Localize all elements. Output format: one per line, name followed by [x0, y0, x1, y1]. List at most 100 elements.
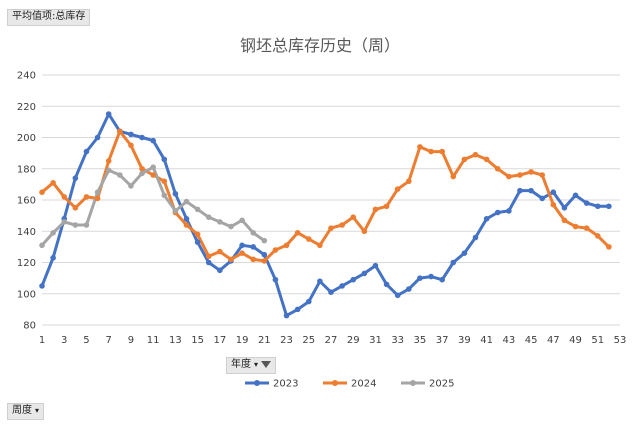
data-point-2024	[572, 223, 579, 230]
x-tick-label: 47	[547, 335, 560, 346]
data-point-2025	[217, 219, 223, 225]
data-point-2024	[39, 189, 45, 195]
data-point-2023	[550, 189, 557, 195]
data-point-2023	[139, 134, 145, 141]
y-tick-label: 100	[17, 289, 36, 300]
x-tick-label: 43	[502, 335, 515, 346]
x-tick-label: 21	[258, 335, 271, 346]
data-point-2023	[317, 278, 323, 285]
x-tick-label: 41	[480, 335, 493, 346]
data-point-2024	[261, 258, 268, 264]
data-point-2024	[250, 256, 256, 263]
data-point-2023	[150, 137, 156, 144]
data-point-2024	[417, 144, 423, 150]
data-point-2024	[105, 158, 112, 164]
data-point-2025	[261, 237, 268, 244]
y-tick-label: 180	[17, 164, 36, 175]
data-point-2024	[606, 244, 612, 250]
data-point-2024	[361, 228, 368, 235]
gridlines	[42, 74, 620, 326]
data-point-2024	[506, 173, 512, 180]
data-point-2023	[461, 250, 468, 256]
series-line-2024	[40, 129, 611, 263]
data-point-2023	[428, 273, 434, 280]
data-point-2025	[105, 167, 112, 174]
data-point-2024	[328, 225, 334, 231]
data-point-2024	[317, 242, 323, 249]
series-line-2023	[40, 112, 611, 318]
data-point-2023	[594, 203, 601, 210]
data-point-2024	[517, 172, 523, 178]
data-point-2025	[183, 198, 190, 205]
year-field-button[interactable]: 年度 ▾	[226, 357, 277, 374]
y-axis-ticks: 80 100 120 140 160 180 200 220 240	[17, 71, 36, 332]
data-point-2024	[305, 236, 312, 242]
data-point-2024	[383, 203, 390, 210]
data-point-2023	[606, 203, 612, 210]
data-point-2024	[194, 231, 201, 238]
week-field-button[interactable]: 周度 ▾	[7, 403, 45, 420]
data-point-2023	[383, 281, 390, 288]
week-field-label: 周度	[12, 405, 32, 416]
data-point-2023	[105, 111, 112, 117]
data-point-2024	[283, 242, 290, 249]
x-tick-label: 17	[213, 335, 226, 346]
data-point-2025	[250, 230, 256, 236]
data-point-2023	[506, 208, 512, 214]
data-point-2024	[217, 248, 223, 255]
x-tick-label: 5	[83, 335, 89, 346]
data-point-2023	[483, 215, 490, 222]
y-tick-label: 80	[23, 321, 36, 332]
x-tick-label: 9	[128, 335, 134, 346]
data-point-2023	[339, 283, 345, 289]
data-point-2023	[328, 289, 334, 295]
data-point-2024	[428, 148, 434, 155]
data-point-2025	[117, 172, 123, 178]
x-tick-label: 1	[39, 335, 45, 346]
x-tick-label: 35	[414, 335, 427, 346]
data-point-2023	[250, 244, 256, 250]
y-tick-label: 160	[17, 196, 36, 207]
dropdown-arrow-icon[interactable]: ▾	[254, 360, 259, 369]
dropdown-arrow-icon[interactable]: ▾	[35, 406, 40, 415]
data-point-2025	[50, 230, 56, 236]
x-tick-label: 37	[436, 335, 449, 346]
y-tick-label: 140	[17, 227, 36, 238]
data-point-2025	[194, 206, 201, 213]
x-tick-label: 15	[191, 335, 204, 346]
data-point-2023	[406, 286, 412, 292]
data-point-2023	[561, 205, 568, 211]
x-tick-label: 51	[591, 335, 604, 346]
data-point-2024	[117, 128, 123, 135]
data-point-2023	[261, 251, 268, 258]
data-point-2023	[572, 192, 579, 199]
data-point-2024	[528, 169, 534, 175]
value-field-button[interactable]: 平均值项:总库存	[7, 9, 91, 26]
legend: 2023 2024 2025	[245, 379, 454, 390]
data-point-2023	[472, 234, 479, 241]
y-tick-label: 200	[17, 133, 36, 144]
data-point-2025	[83, 222, 90, 228]
x-tick-label: 53	[614, 335, 627, 346]
data-point-2023	[361, 270, 368, 277]
data-point-2023	[305, 298, 312, 305]
x-tick-label: 13	[169, 335, 182, 346]
data-point-2025	[205, 214, 212, 220]
data-point-2024	[161, 178, 168, 185]
data-point-2024	[205, 253, 212, 260]
data-point-2024	[239, 250, 245, 256]
data-point-2024	[472, 151, 479, 158]
data-point-2024	[294, 230, 301, 236]
filter-funnel-icon[interactable]	[261, 360, 272, 368]
x-tick-label: 39	[458, 335, 471, 346]
data-point-2024	[583, 225, 590, 231]
x-tick-label: 3	[61, 335, 67, 346]
data-point-2025	[61, 219, 68, 225]
data-point-2024	[450, 173, 457, 180]
x-tick-label: 23	[280, 335, 293, 346]
data-point-2024	[61, 194, 68, 200]
x-tick-label: 27	[325, 335, 338, 346]
x-axis-ticks: 1 3 5 7 9 11 13 15 17 19 21 23 25 27 29 31 33 35 37 39 41 43 4…	[39, 335, 627, 346]
data-point-2023	[161, 156, 168, 163]
